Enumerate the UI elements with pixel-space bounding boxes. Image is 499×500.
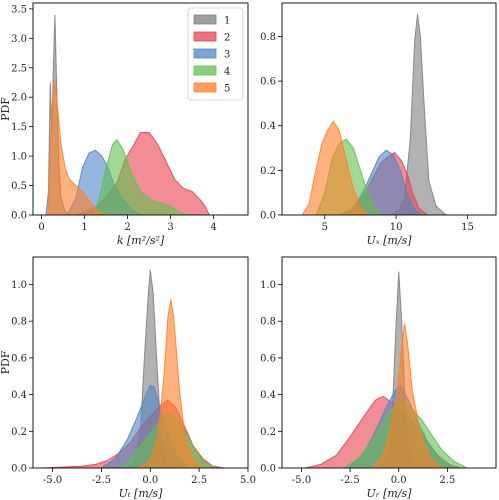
y-axis-title: PDF <box>0 350 12 374</box>
x-axis-title: Uₓ [m/s] <box>366 234 412 247</box>
y-tick-label: 1.5 <box>11 122 27 133</box>
density-areas <box>45 14 210 215</box>
legend-label-1: 1 <box>224 16 230 27</box>
y-tick-label: 0.8 <box>260 32 276 43</box>
x-axis-title: Uᵣ [m/s] <box>367 487 413 500</box>
legend-swatch-1 <box>193 14 217 25</box>
axes-frame <box>281 2 497 216</box>
x-tick-label: 1 <box>81 222 87 233</box>
x-tick-label: -2.5 <box>92 475 111 486</box>
y-tick-label: 0.4 <box>260 390 276 401</box>
x-tick-label: 0 <box>38 222 44 233</box>
plot-panel-1: 0 1 2 3 4 0.0 0.5 1.0 1.5 2.0 2.5 3.0 3.5 k [m²/s²] PD… <box>0 2 249 247</box>
series-5-area <box>47 79 107 215</box>
y-tick-label: 3.0 <box>11 34 27 45</box>
x-axis-title: k [m²/s²] <box>117 234 165 247</box>
density-areas <box>42 269 225 468</box>
axes-frame <box>32 2 249 216</box>
density-areas <box>301 14 447 215</box>
density-areas <box>305 271 468 468</box>
y-tick-label: 0.2 <box>260 427 276 438</box>
y-tick-label: 0.0 <box>260 211 276 222</box>
x-tick-label: 3 <box>167 222 173 233</box>
x-tick-label: -5.0 <box>292 475 311 486</box>
x-tick-label: -2.5 <box>340 475 359 486</box>
y-tick-label: 2.0 <box>11 93 27 104</box>
x-tick-label: 10 <box>390 222 403 233</box>
x-tick-label: 2.5 <box>439 475 455 486</box>
plot-panel-2: 5 10 15 0.0 0.2 0.4 0.6 0.8 Uₓ [m/s] <box>260 2 497 247</box>
legend-label-2: 2 <box>224 33 230 44</box>
y-tick-label: 0.2 <box>260 166 276 177</box>
series-4-area <box>92 138 188 215</box>
x-tick-label: 0.0 <box>142 475 158 486</box>
y-tick-label: 0.6 <box>260 353 276 364</box>
y-tick-label: 0.0 <box>11 211 27 222</box>
y-tick-label: 0.6 <box>11 353 27 364</box>
x-tick-label: 5.0 <box>240 475 256 486</box>
legend-swatch-4 <box>193 65 217 76</box>
x-tick-label: -5.0 <box>43 475 62 486</box>
y-tick-label: 0.6 <box>260 77 276 88</box>
legend: 1 2 3 4 5 <box>187 7 244 101</box>
y-tick-label: 0.5 <box>11 181 27 192</box>
legend-swatch-2 <box>193 31 217 42</box>
x-tick-label: 0.0 <box>391 475 407 486</box>
y-tick-label: 1.0 <box>260 280 276 291</box>
legend-label-5: 5 <box>224 84 230 95</box>
x-tick-label: 5 <box>322 222 328 233</box>
axes-frame <box>32 256 249 469</box>
legend-label-4: 4 <box>224 67 230 78</box>
plot-panel-4: -5.0 -2.5 0.0 2.5 0.0 0.2 0.4 0.6 0.8 1.0 Uᵣ [m/s] <box>260 256 497 500</box>
series-5-area <box>137 299 202 468</box>
x-tick-label: 4 <box>210 222 216 233</box>
plot-panel-3: -5.0 -2.5 0.0 2.5 5.0 0.0 0.2 0.4 0.6 0.8 1.0 Uₜ [m… <box>0 256 256 500</box>
y-tick-label: 0.2 <box>11 427 27 438</box>
y-tick-label: 0.0 <box>11 464 27 475</box>
legend-swatch-3 <box>193 48 217 59</box>
series-5-area <box>370 322 443 468</box>
legend-label-3: 3 <box>224 50 230 61</box>
y-tick-label: 2.5 <box>11 63 27 74</box>
series-5-area <box>301 120 369 215</box>
x-tick-label: 2 <box>124 222 130 233</box>
y-tick-label: 1.0 <box>11 152 27 163</box>
y-tick-label: 0.0 <box>260 464 276 475</box>
x-axis-title: Uₜ [m/s] <box>119 487 164 500</box>
y-axis-title: PDF <box>0 97 12 121</box>
y-tick-label: 3.5 <box>11 4 27 15</box>
y-tick-label: 0.8 <box>11 317 27 328</box>
y-tick-label: 0.4 <box>11 390 27 401</box>
y-tick-label: 0.8 <box>260 317 276 328</box>
legend-swatch-5 <box>193 82 217 93</box>
y-tick-label: 0.4 <box>260 121 276 132</box>
x-tick-label: 2.5 <box>191 475 207 486</box>
axes-frame <box>281 256 497 469</box>
y-tick-label: 1.0 <box>11 280 27 291</box>
x-tick-label: 15 <box>461 222 474 233</box>
